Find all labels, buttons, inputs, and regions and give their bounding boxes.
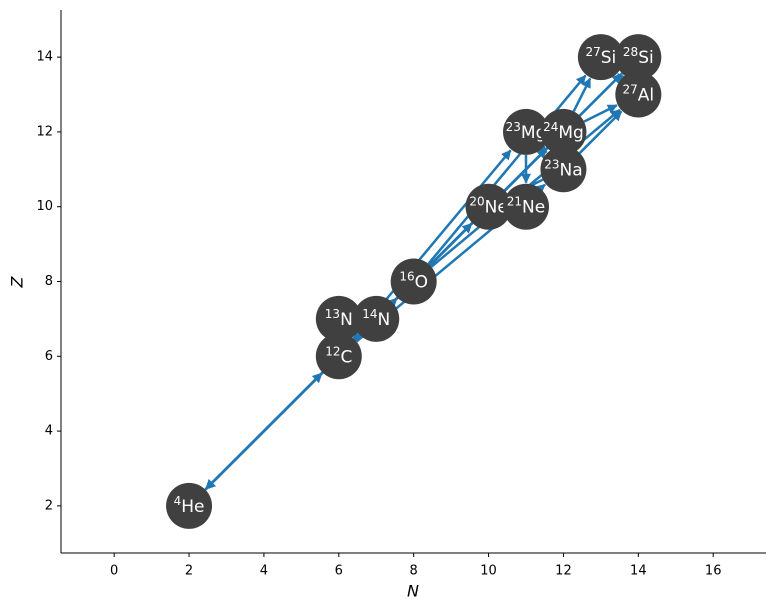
node-symbol: Si (601, 48, 617, 68)
x-tick-label: 6 (335, 564, 343, 579)
x-tick-label: 0 (110, 564, 118, 579)
node-label: 23Mg (506, 119, 547, 143)
node-mass: 23 (506, 119, 521, 133)
node-mass: 14 (362, 306, 377, 320)
node-label: 12C (325, 344, 352, 368)
y-tick-label: 8 (45, 274, 53, 289)
y-tick-label: 6 (45, 349, 53, 364)
node-label: 27Si (585, 45, 616, 69)
node-symbol: N (378, 310, 391, 330)
x-tick-label: 14 (630, 564, 647, 579)
node (166, 482, 213, 529)
y-tick-label: 2 (45, 498, 53, 513)
node-symbol: N (340, 310, 353, 330)
node-symbol: Na (560, 160, 583, 180)
x-tick-label: 16 (705, 564, 722, 579)
node (503, 108, 550, 155)
node-mass: 13 (325, 306, 340, 320)
node-mass: 12 (325, 344, 340, 358)
node-label: 23Na (544, 157, 582, 181)
node (465, 183, 512, 230)
node-mass: 20 (469, 194, 484, 208)
node-label: 21Ne (507, 194, 545, 218)
node (577, 34, 624, 81)
node (390, 258, 437, 305)
y-tick-label: 14 (36, 50, 53, 65)
node-mass: 28 (623, 45, 638, 59)
y-tick-label: 12 (36, 124, 53, 139)
node-symbol: Ne (522, 198, 545, 218)
node-mass: 27 (585, 45, 600, 59)
node (503, 183, 550, 230)
edge (429, 222, 473, 267)
node-label: 24Mg (543, 119, 584, 143)
x-axis-title: N (407, 582, 419, 601)
node-mass: 21 (507, 194, 522, 208)
edge (427, 74, 587, 265)
node (315, 333, 362, 380)
node-label: 14N (362, 306, 390, 330)
y-axis-title: Z (8, 275, 27, 288)
node-symbol: He (181, 497, 204, 517)
node (353, 295, 400, 342)
node (615, 71, 662, 118)
x-tick-label: 10 (480, 564, 497, 579)
edge (578, 110, 623, 154)
node-symbol: Ne (485, 198, 508, 218)
node-mass: 24 (543, 119, 558, 133)
node-mass: 4 (174, 493, 182, 507)
node (315, 295, 362, 342)
node-mass: 23 (544, 157, 559, 171)
x-tick-label: 4 (260, 564, 268, 579)
y-tick-label: 4 (45, 424, 53, 439)
node-label: 27Al (623, 82, 655, 106)
x-tick-label: 12 (555, 564, 572, 579)
edge (583, 104, 618, 123)
y-tick-label: 10 (36, 199, 53, 214)
x-tick-label: 8 (410, 564, 418, 579)
node (540, 108, 587, 155)
node-label: 4He (174, 493, 205, 516)
node-symbol: C (341, 347, 353, 367)
node-mass: 27 (623, 82, 638, 96)
node-symbol: Mg (558, 123, 583, 143)
node-label: 28Si (623, 45, 654, 69)
node-symbol: Si (638, 48, 654, 68)
edge (572, 77, 592, 112)
node-symbol: Al (638, 86, 654, 106)
node-label: 13N (325, 306, 353, 330)
x-tick-label: 2 (185, 564, 193, 579)
node-symbol: O (415, 273, 428, 293)
node-symbol: Mg (521, 123, 546, 143)
node (615, 34, 662, 81)
node (540, 146, 587, 193)
node-label: 20Ne (469, 194, 507, 218)
node-label: 16O (399, 269, 428, 293)
node-mass: 16 (399, 269, 414, 283)
